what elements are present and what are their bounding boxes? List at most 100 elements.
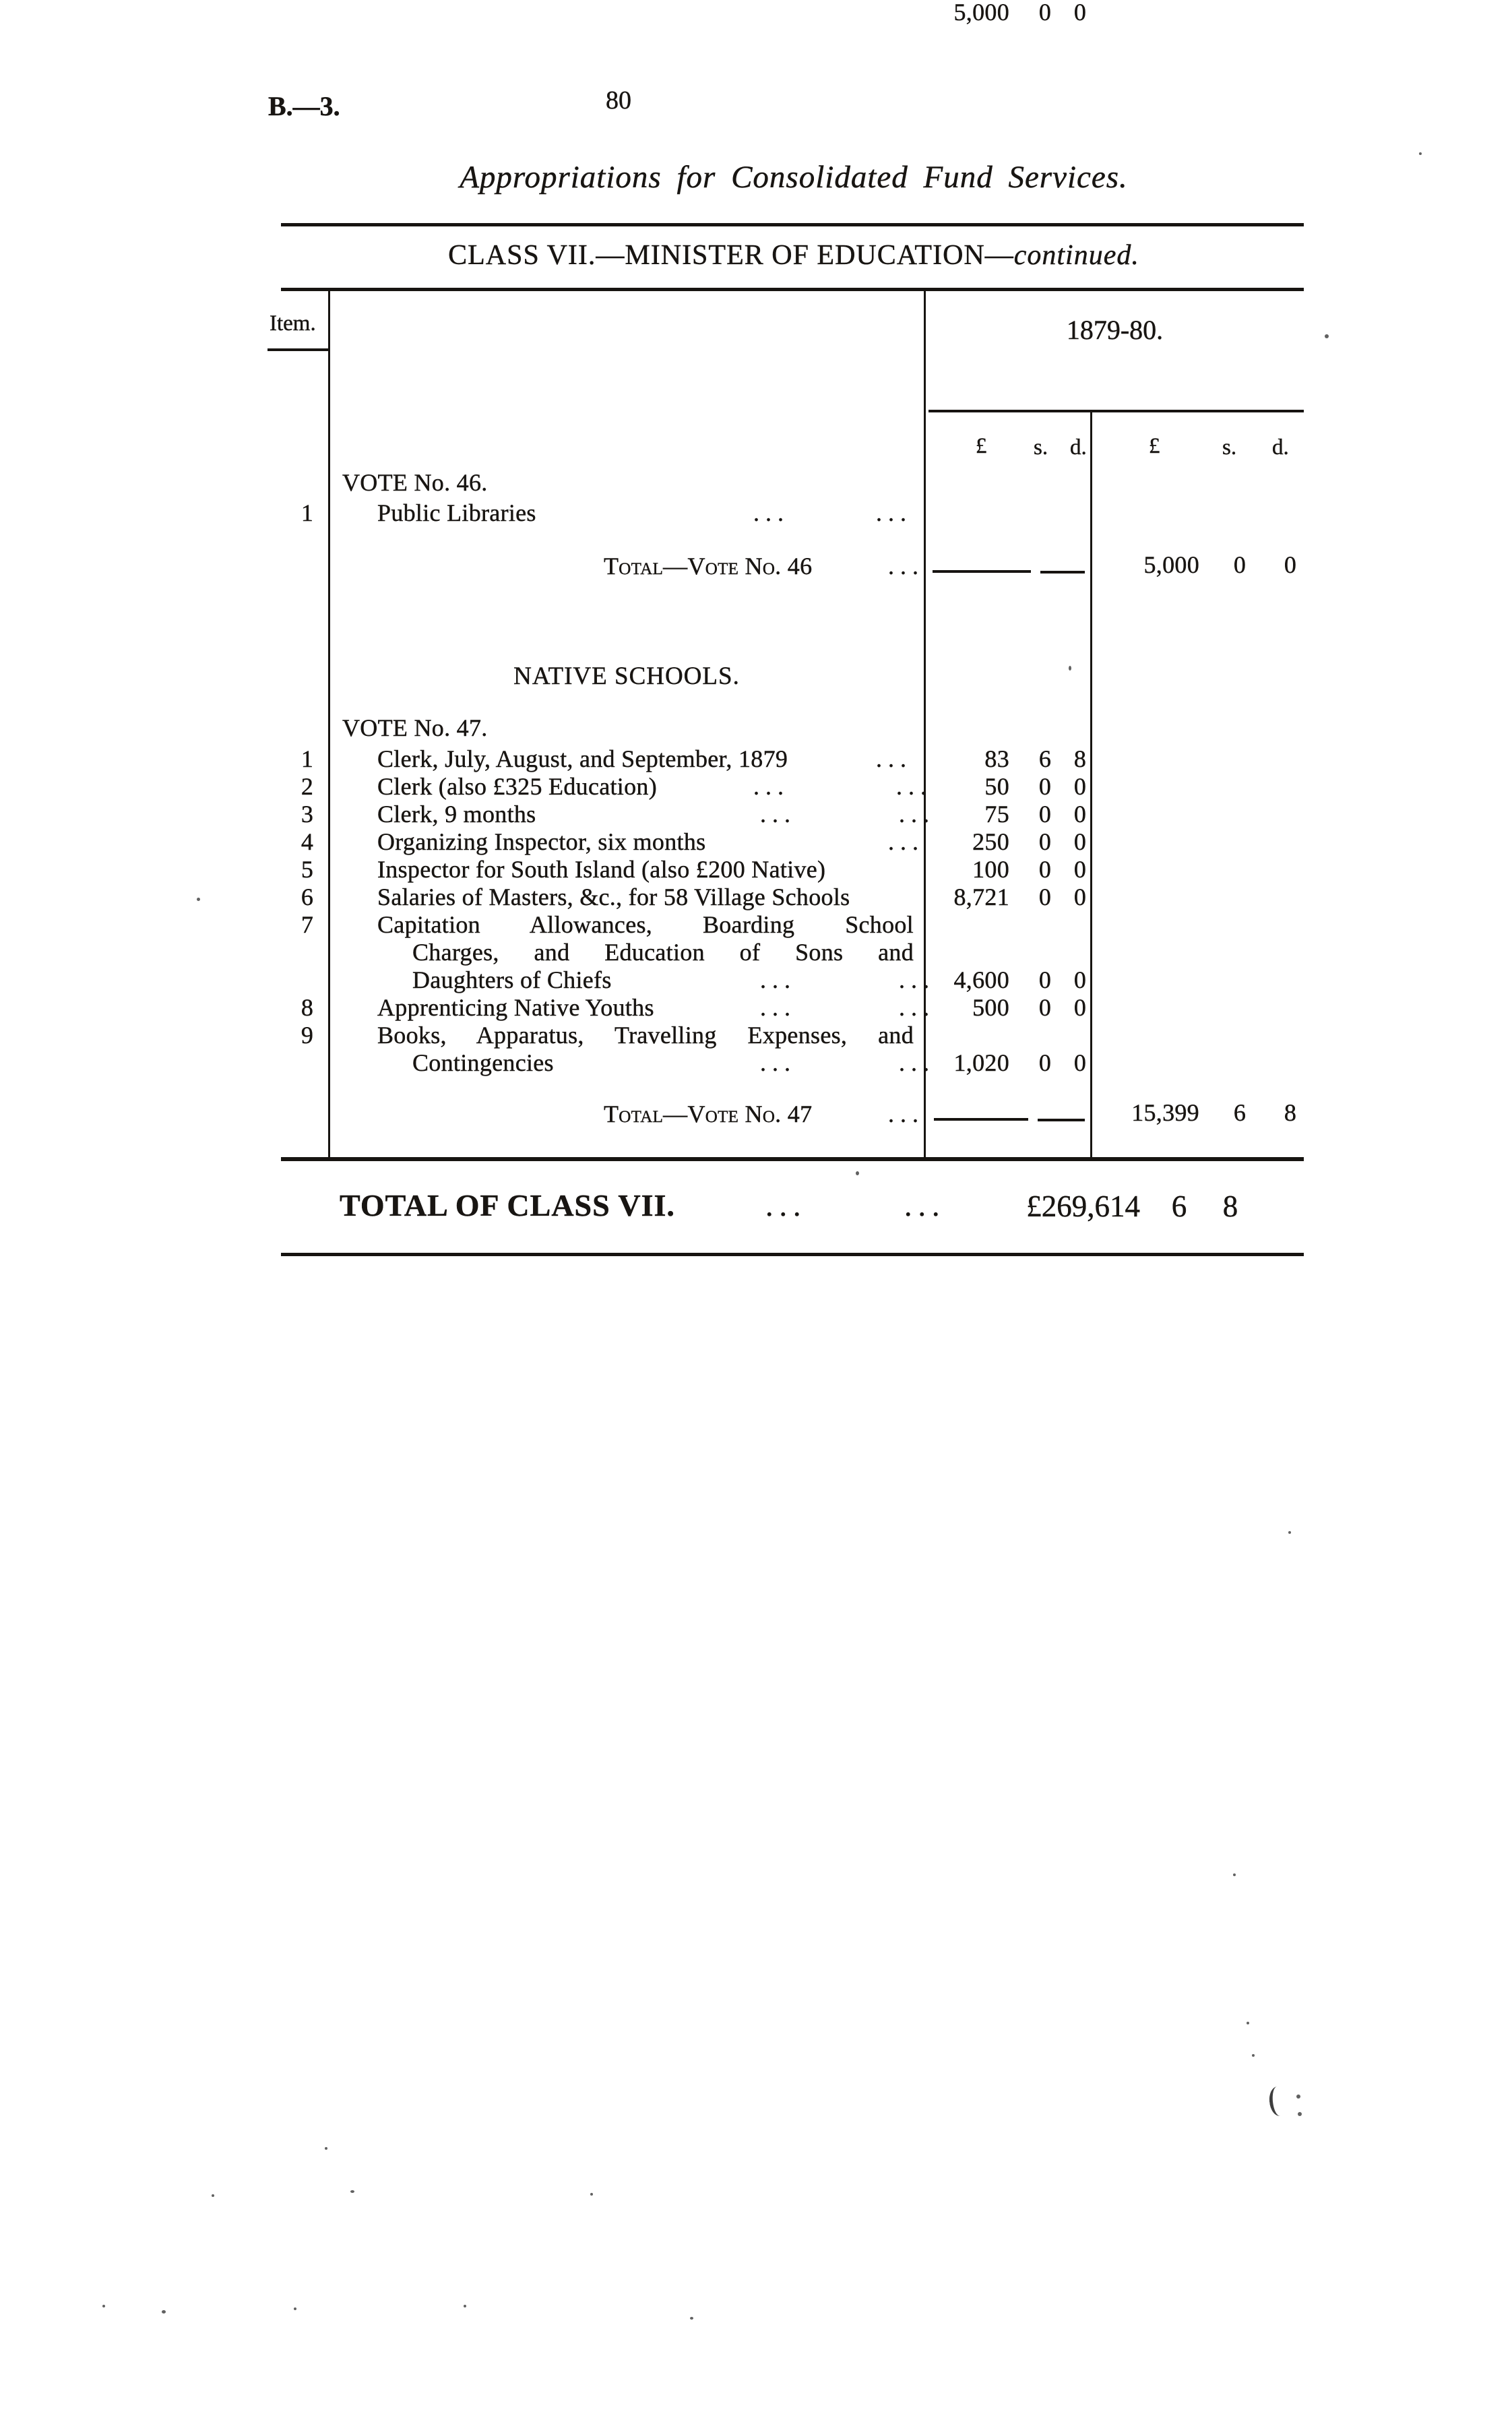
row-pounds: 1,020 xyxy=(953,1049,1009,1076)
row-shillings: 0 xyxy=(1038,828,1052,855)
leader-dots: ... xyxy=(899,966,935,993)
vote46-total-shillings: 0 xyxy=(1233,551,1247,578)
leader-dots: ... xyxy=(760,801,796,828)
vote46-total-label: Total—Vote No. 46 xyxy=(604,553,813,580)
leader-dots: ... xyxy=(753,499,790,526)
row-pence: 0 xyxy=(1073,0,1087,26)
leader-dots: ... xyxy=(760,966,796,993)
leader-dots: ... xyxy=(888,828,924,855)
row-pounds: 50 xyxy=(984,773,1009,800)
item-header-underline xyxy=(267,348,329,351)
scan-speck xyxy=(590,2193,593,2196)
row-description: Public Libraries xyxy=(377,499,536,526)
row-item-number: 3 xyxy=(301,801,314,828)
rule-under-title xyxy=(281,223,1304,226)
leader-dots: ... xyxy=(899,1049,935,1076)
scan-speck xyxy=(350,2190,354,2193)
row-shillings: 0 xyxy=(1038,883,1052,910)
leader-dots: ... xyxy=(888,1100,924,1127)
outer-pound-header: £ xyxy=(1149,434,1160,458)
row-pence: 0 xyxy=(1073,883,1087,910)
row-pence: 0 xyxy=(1073,828,1087,855)
row-description-continuation: Charges, and Education of Sons and xyxy=(412,939,914,966)
scan-speck xyxy=(1288,1531,1291,1534)
row-description: Inspector for South Island (also £200 Na… xyxy=(377,856,826,883)
carry-dash xyxy=(934,1118,1028,1121)
row-pence: 0 xyxy=(1073,966,1087,993)
leader-dots: ... xyxy=(765,1188,807,1222)
row-shillings: 0 xyxy=(1038,773,1052,800)
class-total-pence: 8 xyxy=(1222,1189,1238,1223)
scan-speck xyxy=(212,2194,214,2197)
scan-speck xyxy=(102,2305,105,2307)
scan-speck xyxy=(1419,152,1422,155)
row-pounds: 100 xyxy=(972,856,1009,883)
row-pounds: 5,000 xyxy=(953,0,1009,26)
vote47-total-pounds: 15,399 xyxy=(1131,1099,1199,1126)
leader-dots: ... xyxy=(899,801,935,828)
row-pounds: 4,600 xyxy=(953,966,1009,993)
row-item-number: 7 xyxy=(301,911,314,938)
scan-speck xyxy=(1069,666,1071,671)
row-pounds: 75 xyxy=(984,801,1009,828)
vote46-heading: VOTE No. 46. xyxy=(342,469,488,496)
scan-speck xyxy=(464,2305,466,2307)
row-description: Organizing Inspector, six months xyxy=(377,828,706,855)
scan-speck xyxy=(856,1171,859,1175)
class-heading-main: CLASS VII.—MINISTER OF EDUCATION— xyxy=(448,240,1014,271)
rule-under-year xyxy=(928,410,1304,412)
table-bottom-rule xyxy=(281,1157,1304,1161)
row-shillings: 0 xyxy=(1038,0,1052,26)
inner-pence-header: d. xyxy=(1070,435,1087,460)
row-pence: 0 xyxy=(1073,773,1087,800)
row-pence: 0 xyxy=(1073,994,1087,1021)
year-header: 1879-80. xyxy=(1066,315,1164,345)
row-pounds: 83 xyxy=(984,745,1009,772)
row-description: Clerk, 9 months xyxy=(377,801,536,828)
row-item-number: 2 xyxy=(301,773,314,800)
table-vline-money xyxy=(924,291,926,1158)
carry-dash xyxy=(1038,1119,1085,1121)
leader-dots: ... xyxy=(876,499,912,526)
leader-dots: ... xyxy=(896,773,933,800)
row-shillings: 6 xyxy=(1038,745,1052,772)
row-shillings: 0 xyxy=(1038,966,1052,993)
class-heading-continued: continued. xyxy=(1013,240,1139,271)
scan-speck xyxy=(294,2307,296,2310)
row-pence: 8 xyxy=(1073,745,1087,772)
doc-reference: B.—3. xyxy=(268,91,340,121)
leader-dots: ... xyxy=(899,994,935,1021)
row-pence: 0 xyxy=(1073,1049,1087,1076)
page-bottom-rule xyxy=(281,1253,1304,1256)
row-item-number: 9 xyxy=(301,1022,314,1049)
inner-pound-header: £ xyxy=(976,434,987,458)
table-vline-money-divider xyxy=(1090,412,1092,1158)
scan-speck xyxy=(325,2147,327,2150)
row-item-number: 5 xyxy=(301,856,314,883)
scan-speck xyxy=(162,2310,166,2314)
scan-speck xyxy=(1233,1873,1236,1876)
vote47-total-label: Total—Vote No. 47 xyxy=(604,1100,813,1127)
row-shillings: 0 xyxy=(1038,1049,1052,1076)
row-description: Clerk (also £325 Education) xyxy=(377,773,657,800)
row-description: Capitation Allowances, Boarding School xyxy=(377,911,914,938)
outer-shilling-header: s. xyxy=(1222,435,1237,460)
row-description-continuation: Daughters of Chiefs xyxy=(412,966,612,993)
scan-speck xyxy=(1252,2054,1255,2057)
leader-dots: ... xyxy=(760,994,796,1021)
row-shillings: 0 xyxy=(1038,994,1052,1021)
vote47-total-pence: 8 xyxy=(1284,1099,1297,1126)
scan-speck xyxy=(1298,2112,1302,2116)
leader-dots: ... xyxy=(904,1188,946,1222)
row-item-number: 6 xyxy=(301,883,314,910)
row-item-number: 8 xyxy=(301,994,314,1021)
table-top-rule xyxy=(281,288,1304,291)
native-schools-heading: NATIVE SCHOOLS. xyxy=(513,662,740,690)
row-description: Apprenticing Native Youths xyxy=(377,994,654,1021)
vote47-heading: VOTE No. 47. xyxy=(342,714,488,741)
row-description: Books, Apparatus, Travelling Expenses, a… xyxy=(377,1022,914,1049)
vote46-total-pence: 0 xyxy=(1284,551,1297,578)
scan-speck xyxy=(197,898,200,901)
page-number: 80 xyxy=(606,86,631,115)
carry-dash xyxy=(933,570,1031,573)
